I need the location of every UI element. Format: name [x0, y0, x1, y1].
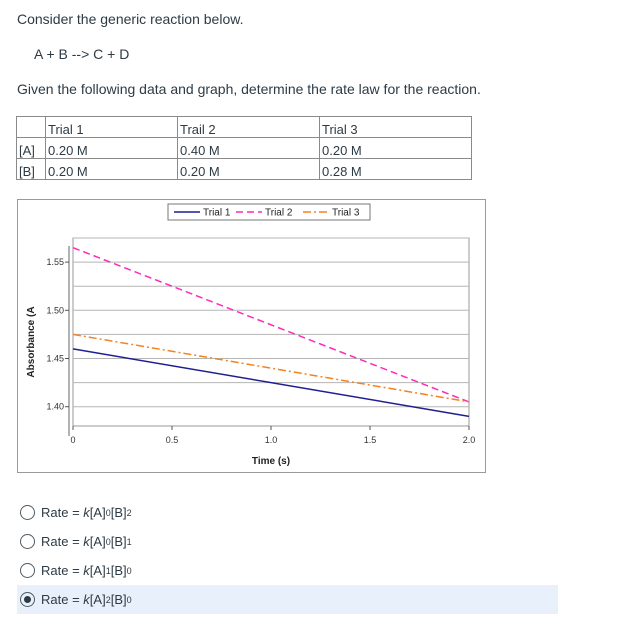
table-row: [A] 0.20 M 0.40 M 0.20 M: [16, 137, 472, 159]
answer-prefix: Rate =: [41, 534, 80, 549]
radio-button-selected[interactable]: [20, 592, 35, 607]
series-line-trial-1: [72, 348, 470, 418]
x-tick-label: 1.0: [265, 435, 278, 445]
conc-a: [A]: [89, 563, 106, 578]
x-axis-label: Time (s): [252, 456, 290, 467]
legend-label: Trial 1: [203, 208, 231, 219]
x-tick-label: 0: [70, 435, 75, 445]
answer-option-2[interactable]: Rate = k [A] 0 [B] 1: [17, 527, 558, 556]
y-axis-label: Absorbance (A: [26, 306, 37, 377]
order-a: 1: [105, 566, 111, 576]
table-cell: 0.20 M: [177, 158, 320, 180]
series-line-trial-2: [72, 246, 470, 403]
order-b: 2: [126, 508, 132, 518]
x-tick-label: 2.0: [463, 435, 476, 445]
question-intro: Consider the generic reaction below.: [17, 11, 244, 27]
radio-button[interactable]: [20, 534, 35, 549]
answer-label: Rate = k [A] 2 [B] 0: [41, 592, 132, 607]
plot-area: [72, 237, 470, 427]
table-header-row: Trial 1 Trail 2 Trial 3: [16, 116, 472, 138]
conc-a: [A]: [89, 592, 106, 607]
order-a: 0: [105, 508, 111, 518]
answer-choices: Rate = k [A] 0 [B] 2 Rate = k [A] 0 [B] 1 Rate =…: [17, 498, 558, 614]
absorbance-chart: 1.40 1.45 1.50 1.55 0 0.5 1.0 1.5 2.0 Time (s) Abs…: [17, 199, 486, 473]
y-tick-label: 1.55: [46, 257, 64, 267]
table-cell: 0.20 M: [45, 137, 178, 159]
y-tick-label: 1.45: [46, 354, 64, 364]
table-cell: 0.40 M: [177, 137, 320, 159]
conc-b: [B]: [110, 534, 127, 549]
table-header-cell: [16, 116, 46, 138]
order-b: 0: [126, 566, 132, 576]
chart-svg: 1.40 1.45 1.50 1.55 0 0.5 1.0 1.5 2.0 Time (s) Abs…: [26, 203, 476, 467]
radio-button[interactable]: [20, 505, 35, 520]
conc-a: [A]: [89, 534, 106, 549]
answer-label: Rate = k [A] 0 [B] 2: [41, 505, 132, 520]
order-b: 0: [126, 595, 132, 605]
answer-prefix: Rate =: [41, 563, 80, 578]
conc-a: [A]: [89, 505, 106, 520]
order-b: 1: [126, 537, 132, 547]
table-header-cell: Trial 1: [45, 116, 178, 138]
rate-constant: k: [83, 534, 90, 549]
table-cell: 0.20 M: [319, 137, 472, 159]
conc-b: [B]: [110, 592, 127, 607]
table-cell: 0.28 M: [319, 158, 472, 180]
reaction-equation: A + B --> C + D: [34, 46, 130, 62]
question-prompt: Given the following data and graph, dete…: [17, 81, 481, 97]
answer-option-1[interactable]: Rate = k [A] 0 [B] 2: [17, 498, 558, 527]
conc-b: [B]: [110, 505, 127, 520]
rate-constant: k: [83, 592, 90, 607]
conc-b: [B]: [110, 563, 127, 578]
order-a: 2: [105, 595, 111, 605]
table-row: [B] 0.20 M 0.20 M 0.28 M: [16, 158, 472, 180]
answer-prefix: Rate =: [41, 505, 80, 520]
table-header-cell: Trial 3: [319, 116, 472, 138]
y-tick-label: 1.50: [46, 305, 64, 315]
table-row-label: [B]: [16, 158, 46, 180]
y-tick-label: 1.40: [46, 402, 64, 412]
legend-label: Trial 3: [332, 208, 360, 219]
radio-button[interactable]: [20, 563, 35, 578]
x-tick-label: 0.5: [166, 435, 179, 445]
order-a: 0: [105, 537, 111, 547]
series-line-trial-3: [72, 333, 470, 403]
answer-option-4[interactable]: Rate = k [A] 2 [B] 0: [17, 585, 558, 614]
rate-constant: k: [83, 505, 90, 520]
answer-label: Rate = k [A] 1 [B] 0: [41, 563, 132, 578]
data-table: Trial 1 Trail 2 Trial 3 [A] 0.20 M 0.40 …: [16, 116, 472, 180]
table-row-label: [A]: [16, 137, 46, 159]
answer-label: Rate = k [A] 0 [B] 1: [41, 534, 132, 549]
legend-box: [167, 203, 371, 221]
legend-label: Trial 2: [265, 208, 293, 219]
answer-option-3[interactable]: Rate = k [A] 1 [B] 0: [17, 556, 558, 585]
table-header-cell: Trail 2: [177, 116, 320, 138]
x-tick-label: 1.5: [364, 435, 377, 445]
answer-prefix: Rate =: [41, 592, 80, 607]
table-cell: 0.20 M: [45, 158, 178, 180]
rate-constant: k: [83, 563, 90, 578]
